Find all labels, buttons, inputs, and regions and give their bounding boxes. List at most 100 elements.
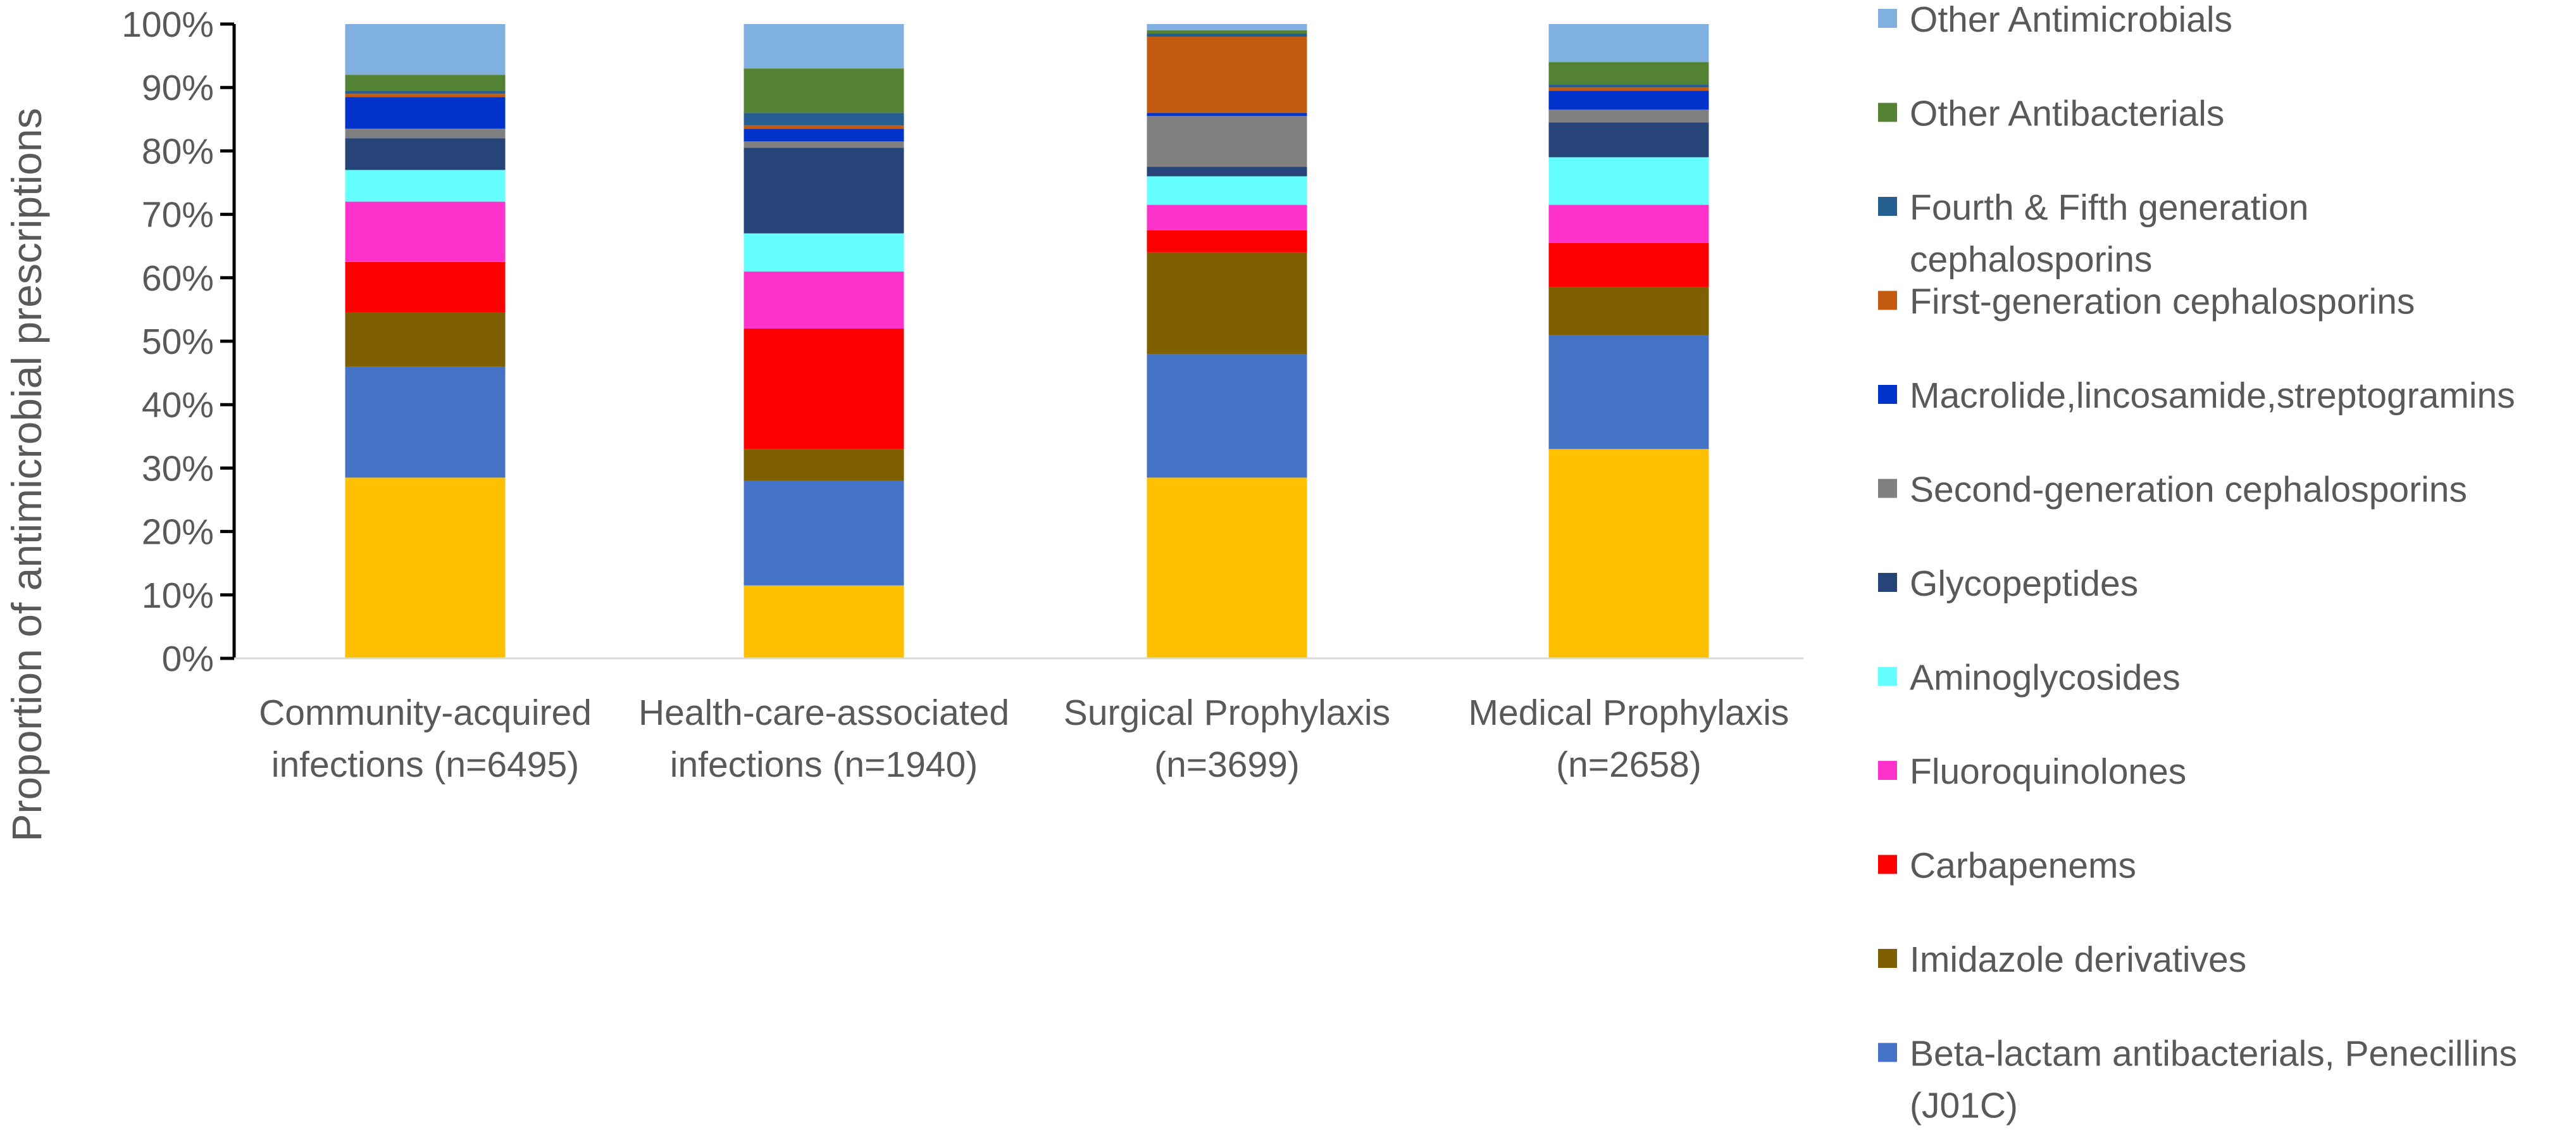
x-category-labels: Community-acquired infections (n=6495) Hea…: [259, 693, 1789, 785]
legend-label: cephalosporins: [1910, 239, 2152, 280]
bar-segment-0-4: [345, 201, 506, 262]
bar-segment-0-6: [345, 138, 506, 170]
bar-segment-0-7: [345, 129, 506, 139]
bar-segment-1-8: [744, 129, 904, 142]
y-tick-label: 30%: [142, 448, 214, 489]
bar-segment-2-8: [1147, 113, 1307, 116]
y-tick-label: 40%: [142, 385, 214, 425]
y-tick-label: 20%: [142, 512, 214, 553]
legend-swatch: [1878, 291, 1897, 310]
y-axis-title-group: Proportion of antimicrobial prescription…: [3, 108, 50, 841]
legend-swatch: [1878, 103, 1897, 122]
x-category-label: (n=2658): [1556, 744, 1702, 785]
bar-segment-0-0: [345, 477, 506, 658]
bar-segment-2-4: [1147, 204, 1307, 230]
legend-label: Fluoroquinolones: [1910, 751, 2186, 792]
bar-segment-1-7: [744, 141, 904, 148]
bar-segment-0-9: [345, 94, 506, 97]
x-category-label: infections (n=1940): [670, 744, 978, 785]
bar-segment-3-2: [1548, 287, 1709, 335]
bar-segment-1-12: [744, 24, 904, 69]
bar-segment-3-5: [1548, 157, 1709, 205]
legend-swatch: [1878, 385, 1897, 404]
bar-segment-2-9: [1147, 37, 1307, 113]
bar-segment-0-3: [345, 261, 506, 313]
bar-segment-3-9: [1548, 87, 1709, 91]
bar-segment-3-12: [1548, 24, 1709, 63]
y-tick-label: 80%: [142, 131, 214, 172]
x-category-label: Medical Prophylaxis: [1469, 693, 1789, 733]
legend-label: Beta-lactam antibacterials, Penecillins: [1910, 1034, 2517, 1074]
legend-label: Fourth & Fifth generation: [1910, 187, 2309, 228]
y-tick-label: 70%: [142, 195, 214, 235]
y-tick-label: 100%: [121, 4, 214, 45]
bar-segment-3-6: [1548, 122, 1709, 158]
bar-segment-2-0: [1147, 477, 1307, 658]
legend-label: Macrolide,lincosamide,streptogramins: [1910, 375, 2515, 416]
bar-segment-3-0: [1548, 449, 1709, 658]
bar-segment-0-12: [345, 24, 506, 75]
bar-segment-2-12: [1147, 24, 1307, 31]
y-tick-label: 50%: [142, 322, 214, 362]
bar-segment-2-5: [1147, 176, 1307, 205]
bar-segment-1-9: [744, 125, 904, 129]
x-category-label: Community-acquired: [259, 693, 592, 733]
legend-swatch: [1878, 761, 1897, 780]
legend-swatch: [1878, 855, 1897, 874]
bar-segment-0-8: [345, 97, 506, 129]
legend-label: Other Antimicrobials: [1910, 0, 2232, 40]
legend: Other Antimicrobials Other Antibacterials…: [1878, 0, 2517, 1126]
bar-segment-0-11: [345, 75, 506, 91]
legend-swatch: [1878, 197, 1897, 216]
bar-segment-1-2: [744, 449, 904, 481]
bar-segment-2-6: [1147, 166, 1307, 177]
legend-label: Imidazole derivatives: [1910, 939, 2246, 980]
bar-segment-3-3: [1548, 242, 1709, 287]
bar-segment-0-2: [345, 312, 506, 367]
bar-segment-2-10: [1147, 34, 1307, 37]
y-tick-labels: 0% 10% 20% 30% 40% 50% 60% 70% 80% 90% 100%: [121, 4, 214, 679]
bar-segment-3-8: [1548, 91, 1709, 110]
axes-group: [220, 22, 1803, 660]
legend-label: First-generation cephalosporins: [1910, 282, 2415, 322]
bar-segment-2-3: [1147, 230, 1307, 253]
x-category-label: (n=3699): [1154, 744, 1300, 785]
bar-segment-0-10: [345, 91, 506, 94]
x-category-label: Health-care-associated: [638, 693, 1009, 733]
bar-segment-2-2: [1147, 252, 1307, 355]
x-category-label: infections (n=6495): [271, 744, 579, 785]
bar-segment-3-4: [1548, 204, 1709, 243]
legend-label: Second-generation cephalosporins: [1910, 470, 2467, 510]
bar-segment-2-1: [1147, 354, 1307, 478]
bar-segment-1-1: [744, 480, 904, 586]
legend-label: Other Antibacterials: [1910, 94, 2224, 134]
legend-label: Aminoglycosides: [1910, 658, 2181, 698]
bar-segment-1-5: [744, 233, 904, 272]
bar-segment-3-10: [1548, 84, 1709, 88]
legend-swatch: [1878, 667, 1897, 686]
bar-segment-1-4: [744, 271, 904, 329]
legend-swatch: [1878, 479, 1897, 498]
bars-group: [345, 24, 1709, 658]
bar-segment-3-7: [1548, 110, 1709, 123]
y-tick-label: 60%: [142, 258, 214, 299]
legend-label: (J01C): [1910, 1086, 2018, 1126]
bar-segment-2-7: [1147, 116, 1307, 167]
y-tick-label: 90%: [142, 68, 214, 108]
x-category-label: Surgical Prophylaxis: [1064, 693, 1390, 733]
legend-swatch: [1878, 1043, 1897, 1062]
bar-segment-2-11: [1147, 30, 1307, 34]
bar-segment-3-1: [1548, 334, 1709, 449]
bar-segment-1-6: [744, 147, 904, 234]
bar-segment-3-11: [1548, 62, 1709, 85]
bar-segment-0-1: [345, 367, 506, 478]
legend-swatch: [1878, 9, 1897, 28]
y-tick-label: 0%: [162, 639, 214, 679]
bar-segment-1-3: [744, 328, 904, 449]
y-tick-label: 10%: [142, 575, 214, 616]
y-axis-title: Proportion of antimicrobial prescription…: [3, 108, 50, 841]
legend-label: Carbapenems: [1910, 846, 2136, 886]
bar-segment-1-0: [744, 585, 904, 658]
